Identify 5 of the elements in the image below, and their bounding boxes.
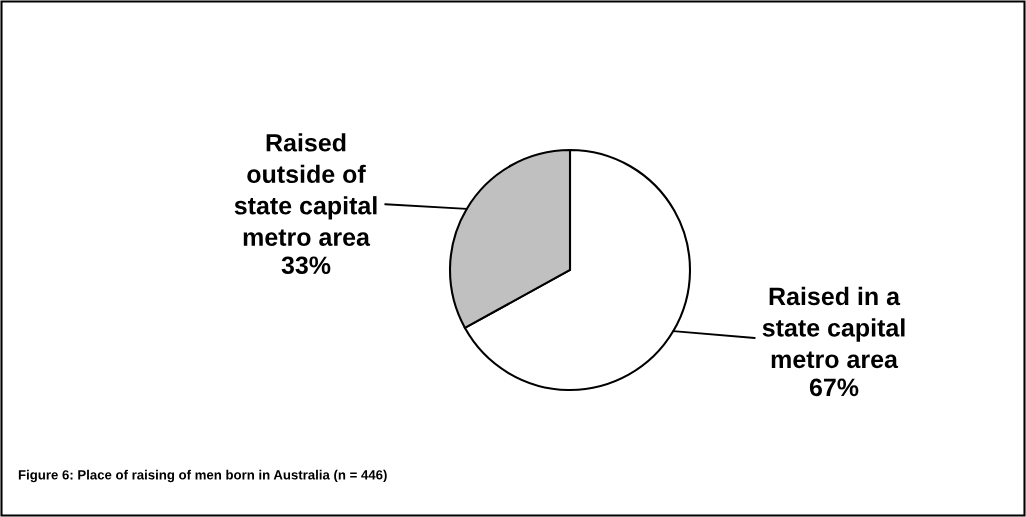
data-label: 33% <box>281 256 331 275</box>
data-label: 67% <box>809 378 859 397</box>
text: Figure 6: Place of raising of men born in Australia (n = 446) <box>18 469 387 483</box>
slice-label: Raised outside of state capital metro area <box>234 133 377 246</box>
slice-label: Raised in a state capital metro area <box>762 286 905 369</box>
